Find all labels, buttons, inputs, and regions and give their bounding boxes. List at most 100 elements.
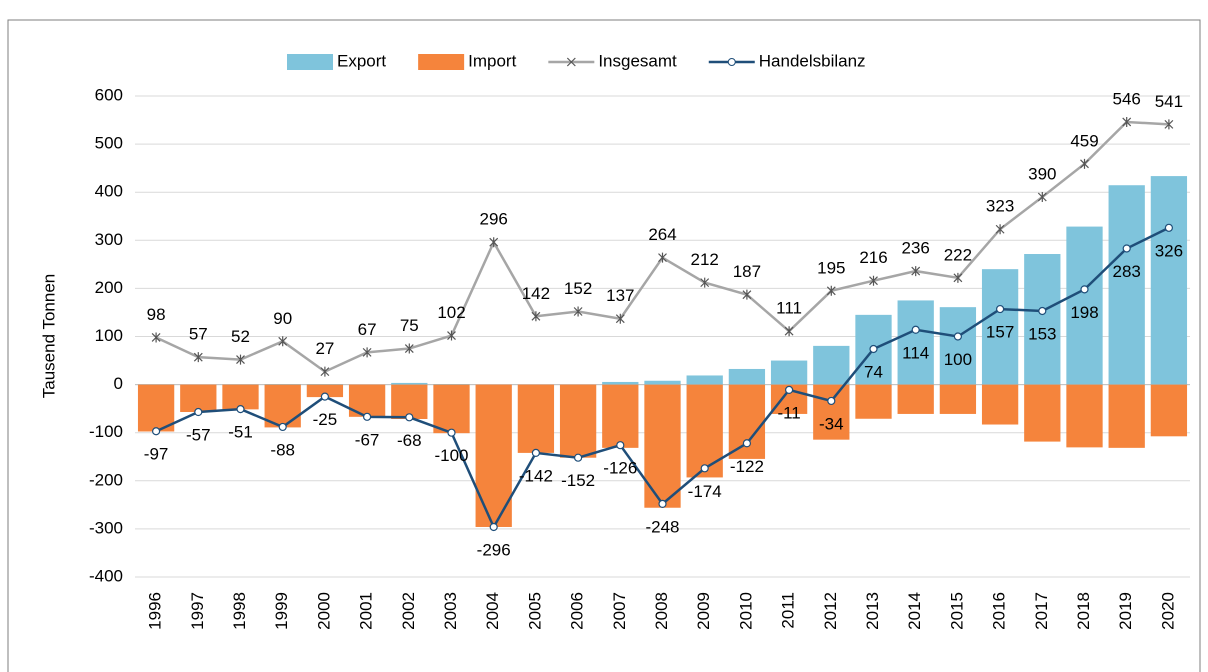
data-label: 57 [189,325,208,344]
bar [813,345,850,385]
marker [995,304,1005,314]
bar [1150,176,1188,385]
marker [573,453,583,462]
data-label: 90 [273,309,292,328]
marker [404,343,414,354]
marker [1122,244,1131,253]
data-label: 390 [1028,164,1056,183]
data-label: -126 [603,459,637,478]
x-tick-label: 2016 [990,592,1009,630]
y-tick-label: 0 [114,374,123,393]
marker [320,366,330,377]
legend-swatch [418,54,465,70]
marker [1038,306,1047,316]
x-tick-label: 2017 [1032,592,1051,630]
x-tick-label: 2007 [610,592,629,630]
marker [826,285,836,296]
data-label: 114 [902,343,929,362]
data-label: 157 [986,323,1014,342]
data-label: -11 [777,403,800,422]
data-label: 212 [691,250,719,269]
marker [1080,158,1089,169]
data-label: 198 [1070,303,1098,322]
data-label: 323 [986,197,1014,216]
data-label: -152 [561,471,595,490]
data-label: 152 [564,279,592,298]
marker [869,275,878,286]
data-label: -88 [270,440,295,459]
data-label: -97 [144,445,169,464]
marker [278,422,287,432]
marker [784,326,794,337]
data-label: -57 [186,426,211,445]
bar [770,360,808,385]
y-tick-label: -400 [89,566,123,585]
data-label: -122 [730,457,764,476]
marker [320,392,329,401]
data-label: 236 [902,239,930,258]
x-tick-label: 2005 [525,592,544,630]
marker [742,439,752,448]
x-tick-label: 1999 [272,592,291,630]
bar [1024,254,1061,385]
marker [658,252,667,263]
marker [531,448,541,458]
data-label: 541 [1155,92,1183,111]
data-label: -68 [397,431,422,450]
data-label: 52 [231,327,250,346]
data-label: 326 [1155,241,1183,260]
data-label: 153 [1028,324,1056,343]
chart-border [7,19,1201,672]
bar [559,384,597,458]
data-label: 195 [817,258,845,277]
x-tick-label: 2000 [314,592,333,630]
x-tick-label: 2020 [1158,592,1177,630]
marker [363,412,372,421]
bar [728,368,766,385]
legend-label: Insgesamt [598,51,677,70]
marker [362,347,372,358]
data-label: 102 [437,303,465,322]
data-label: -248 [645,517,679,536]
bar [433,384,470,434]
bar [602,384,639,448]
marker [193,352,203,363]
marker [784,385,794,394]
marker [573,306,583,317]
marker [700,277,710,288]
y-tick-label: -300 [89,518,123,537]
x-tick-label: 2019 [1116,592,1135,630]
x-tick-label: 2006 [568,592,587,630]
x-tick-label: 2008 [652,592,671,630]
marker [489,522,498,532]
marker [700,464,709,473]
x-tick-label: 2011 [779,592,798,629]
marker [236,405,245,414]
bar [897,300,934,385]
data-label: 111 [776,299,802,318]
bar [981,384,1019,425]
x-tick-label: 2002 [399,592,418,630]
bar [981,269,1019,385]
bar [137,384,175,432]
marker [995,224,1005,235]
y-axis-title: Tausend Tonnen [39,274,58,398]
marker [953,272,963,283]
x-tick-label: 2013 [863,592,882,630]
marker [1037,192,1047,203]
marker [1164,119,1174,130]
legend-swatch [287,54,333,70]
x-tick-label: 1996 [146,592,165,630]
bar [180,384,217,413]
marker [742,289,752,300]
data-label: -34 [819,414,844,433]
data-label: 75 [400,316,419,335]
marker [615,313,625,324]
data-label: 100 [944,350,972,369]
marker [489,237,499,248]
bar [813,384,850,440]
x-tick-label: 2010 [736,592,755,630]
x-tick-label: 2001 [357,592,376,630]
bar [1024,384,1061,442]
